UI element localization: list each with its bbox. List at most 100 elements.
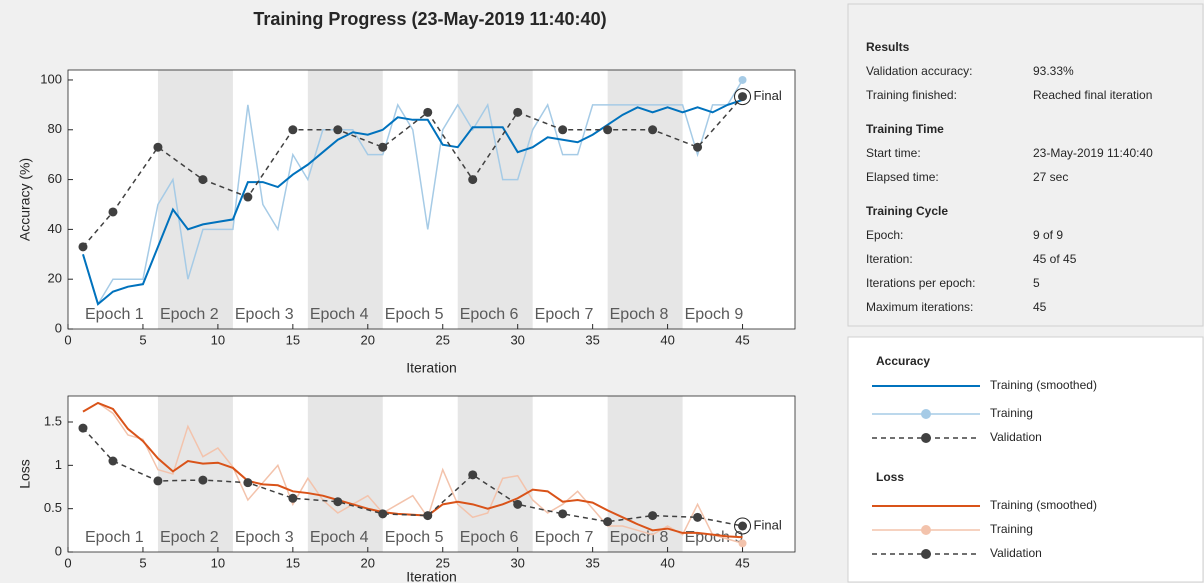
epoch-label: Epoch 6	[460, 529, 519, 546]
validation-marker	[648, 511, 658, 521]
validation-marker	[648, 125, 658, 135]
validation-marker	[513, 499, 523, 509]
x-tick-label: 5	[139, 332, 146, 347]
info-value: 45	[1033, 300, 1047, 314]
x-tick-label: 40	[660, 332, 674, 347]
y-tick-label: 1.5	[44, 413, 62, 428]
x-tick-label: 35	[585, 555, 599, 570]
info-label: Elapsed time:	[866, 170, 939, 184]
validation-marker	[603, 517, 613, 527]
legend-marker	[921, 525, 931, 535]
x-axis-label: Iteration	[406, 360, 457, 376]
epoch-label: Epoch 3	[235, 529, 294, 546]
epoch-label: Epoch 5	[385, 529, 444, 546]
series-line	[82, 402, 743, 545]
x-tick-label: 45	[735, 332, 749, 347]
x-tick-label: 25	[436, 555, 450, 570]
validation-marker	[108, 456, 118, 466]
epoch-label: Epoch 4	[310, 529, 369, 546]
legend-label: Validation	[990, 546, 1042, 560]
y-tick-label: 1	[55, 457, 62, 472]
epoch-label: Epoch 5	[385, 306, 444, 323]
epoch-label: Epoch 1	[85, 306, 144, 323]
final-training-marker	[738, 75, 747, 84]
validation-marker	[78, 423, 88, 433]
epoch-band	[457, 70, 533, 329]
validation-marker	[378, 509, 388, 519]
x-tick-label: 35	[585, 332, 599, 347]
x-tick-label: 15	[286, 555, 300, 570]
info-value: 9 of 9	[1033, 228, 1063, 242]
info-value: 45 of 45	[1033, 252, 1077, 266]
x-tick-label: 10	[211, 555, 225, 570]
epoch-band	[307, 70, 383, 329]
legend-label: Training	[990, 406, 1033, 420]
section-heading: Training Time	[866, 122, 944, 136]
epoch-label: Epoch 7	[535, 529, 594, 546]
epoch-label: Epoch 8	[610, 529, 669, 546]
epoch-band	[307, 396, 383, 552]
x-tick-label: 10	[211, 332, 225, 347]
info-value: 27 sec	[1033, 170, 1068, 184]
series-line	[82, 79, 744, 306]
legend-marker	[921, 433, 931, 443]
final-label: Final	[754, 88, 782, 103]
x-tick-label: 15	[286, 332, 300, 347]
info-label: Start time:	[866, 146, 921, 160]
info-value: Reached final iteration	[1033, 88, 1152, 102]
x-tick-label: 25	[436, 332, 450, 347]
validation-marker	[153, 476, 163, 486]
y-axis-label: Loss	[17, 459, 33, 489]
validation-marker	[378, 142, 388, 152]
validation-marker	[243, 478, 253, 488]
epoch-label: Epoch 3	[235, 306, 294, 323]
y-axis-label: Accuracy (%)	[17, 158, 33, 241]
epoch-label: Epoch 1	[85, 529, 144, 546]
validation-marker	[198, 475, 208, 485]
info-panel	[847, 3, 1204, 327]
x-axis-label: Iteration	[406, 569, 457, 583]
y-tick-label: 0	[55, 543, 62, 558]
x-tick-label: 0	[64, 332, 71, 347]
validation-marker	[693, 512, 703, 522]
y-tick-label: 0	[55, 320, 62, 335]
info-value: 5	[1033, 276, 1040, 290]
validation-marker	[513, 107, 523, 117]
x-tick-label: 20	[361, 555, 375, 570]
y-tick-label: 0.5	[44, 500, 62, 515]
x-tick-label: 20	[361, 332, 375, 347]
legend-label: Training (smoothed)	[990, 498, 1097, 512]
validation-marker	[153, 142, 163, 152]
epoch-label: Epoch 8	[610, 306, 669, 323]
validation-marker	[108, 207, 118, 217]
validation-marker	[558, 509, 568, 519]
epoch-label: Epoch 6	[460, 306, 519, 323]
validation-marker	[468, 175, 478, 185]
axes-box	[67, 395, 796, 553]
epoch-label: Epoch 9	[685, 306, 744, 323]
y-tick-label: 100	[40, 71, 62, 86]
validation-marker	[288, 125, 298, 135]
legend-panel	[847, 336, 1204, 583]
section-heading: Results	[866, 40, 910, 54]
validation-marker	[333, 497, 343, 507]
epoch-label: Epoch 2	[160, 306, 219, 323]
legend-heading: Accuracy	[876, 354, 930, 368]
validation-marker	[78, 242, 88, 252]
final-ring	[734, 88, 752, 106]
validation-marker	[423, 511, 433, 521]
validation-marker	[738, 92, 748, 102]
validation-marker	[333, 125, 343, 135]
validation-marker	[558, 125, 568, 135]
validation-marker	[243, 192, 253, 202]
x-tick-label: 5	[139, 555, 146, 570]
axes-box	[67, 69, 796, 330]
x-tick-label: 45	[735, 555, 749, 570]
epoch-band	[157, 70, 233, 329]
validation-marker	[198, 175, 208, 185]
info-value: 23-May-2019 11:40:40	[1033, 146, 1153, 160]
legend-label: Training (smoothed)	[990, 378, 1097, 392]
validation-marker	[693, 142, 703, 152]
